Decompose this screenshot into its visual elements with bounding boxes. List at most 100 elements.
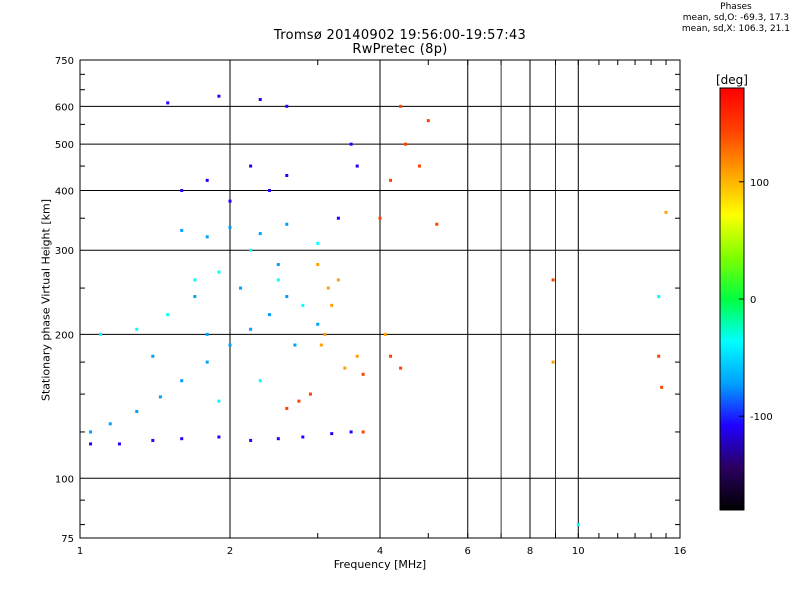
data-point [383, 332, 387, 336]
data-point [135, 327, 139, 331]
data-point [551, 360, 555, 364]
data-point [399, 366, 403, 370]
y-tick-label: 100 [55, 474, 74, 485]
data-point [308, 392, 312, 396]
data-point [389, 354, 393, 358]
chart-subtitle: RwPretec (8p) [352, 42, 448, 57]
data-point [249, 327, 253, 331]
data-point [403, 142, 407, 146]
data-point [180, 228, 184, 232]
data-point [276, 437, 280, 441]
data-point [336, 278, 340, 282]
data-point [330, 303, 334, 307]
data-point [135, 409, 139, 413]
phase-stats: Phases mean, sd,O: -69.3, 17.3 mean, sd,… [682, 2, 790, 35]
data-point [228, 199, 232, 203]
data-point [249, 438, 253, 442]
data-point [316, 263, 320, 267]
data-point [349, 142, 353, 146]
data-point [205, 178, 209, 182]
data-point [158, 395, 162, 399]
colorbar-label: [deg] [716, 73, 748, 87]
data-point [389, 178, 393, 182]
data-point [576, 523, 580, 527]
data-point [239, 286, 243, 290]
data-point [417, 164, 421, 168]
data-point [166, 313, 170, 317]
data-point [193, 278, 197, 282]
data-point [551, 278, 555, 282]
phase-stats-heading: Phases [720, 2, 752, 12]
data-point [166, 101, 170, 105]
data-point [336, 216, 340, 220]
data-point [217, 399, 221, 403]
colorbar-tick-label: 100 [750, 178, 769, 189]
colorbar-tick-label: -100 [750, 412, 773, 423]
x-axis-title: Frequency [MHz] [333, 558, 427, 571]
colorbar-tick-label: 0 [750, 295, 756, 306]
data-point [378, 216, 382, 220]
data-point [258, 98, 262, 102]
data-point [258, 232, 262, 236]
data-point [117, 442, 121, 446]
data-point [205, 360, 209, 364]
data-point [228, 225, 232, 229]
data-point [217, 270, 221, 274]
data-point [316, 322, 320, 326]
data-point [426, 119, 430, 123]
data-point [267, 313, 271, 317]
data-point [205, 235, 209, 239]
data-point [326, 286, 330, 290]
data-point [108, 422, 112, 426]
data-point [258, 379, 262, 383]
data-point [657, 354, 661, 358]
data-point [249, 248, 253, 252]
y-tick-label: 75 [61, 534, 74, 545]
data-point [151, 354, 155, 358]
data-point [657, 295, 661, 299]
y-tick-label: 400 [55, 186, 74, 197]
data-point [180, 437, 184, 441]
data-point [349, 430, 353, 434]
data-point [228, 343, 232, 347]
data-point [193, 295, 197, 299]
phase-stats-o: mean, sd,O: -69.3, 17.3 [682, 13, 790, 23]
data-point [180, 379, 184, 383]
x-tick-label: 4 [377, 546, 383, 557]
x-tick-label: 6 [465, 546, 471, 557]
data-point [285, 104, 289, 108]
data-point [301, 303, 305, 307]
data-point [323, 332, 327, 336]
data-point [99, 332, 103, 336]
data-point [343, 366, 347, 370]
data-point [285, 173, 289, 177]
chart-title: Tromsø 20140902 19:56:00-19:57:43 [273, 28, 527, 43]
data-point [151, 438, 155, 442]
data-point [399, 104, 403, 108]
y-tick-label: 600 [55, 102, 74, 113]
y-tick-label: 300 [55, 246, 74, 257]
data-point [249, 164, 253, 168]
data-point [301, 435, 305, 439]
data-point [217, 94, 221, 98]
x-tick-label: 10 [572, 546, 585, 557]
x-tick-label: 2 [227, 546, 233, 557]
data-point [267, 188, 271, 192]
x-tick-label: 16 [674, 546, 687, 557]
data-point [361, 430, 365, 434]
y-tick-label: 750 [55, 56, 74, 67]
data-point [89, 430, 93, 434]
data-point [276, 278, 280, 282]
data-point [355, 354, 359, 358]
data-point [89, 442, 93, 446]
data-point [297, 399, 301, 403]
data-point [355, 164, 359, 168]
data-point [660, 385, 664, 389]
data-point [180, 188, 184, 192]
data-point [361, 372, 365, 376]
scatter-points [89, 94, 668, 527]
phase-stats-x: mean, sd,X: 106.3, 21.1 [681, 24, 790, 34]
data-point [435, 222, 439, 226]
data-point [330, 432, 334, 436]
